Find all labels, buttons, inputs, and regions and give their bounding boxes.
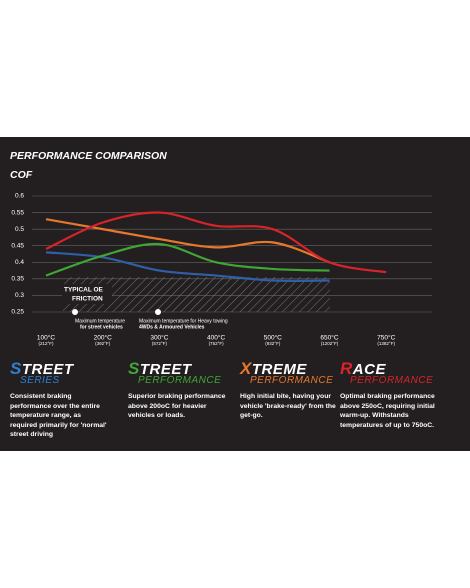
x-tick-sublabel: (1382°F) (377, 341, 395, 346)
product-sub: PERFORMANCE (250, 375, 334, 386)
x-tick-label: 100°C (37, 334, 55, 342)
x-tick-sublabel: (572°F) (152, 341, 168, 346)
y-tick-label: 0.4 (15, 259, 24, 266)
product: STREET PERFORMANCE Superior braking perfor… (128, 359, 228, 421)
series-line (45, 242, 330, 277)
product-sub: PERFORMANCE (350, 375, 434, 386)
x-tick-sublabel: (932°F) (265, 341, 281, 346)
y-axis-label: COF (10, 169, 33, 181)
product-text: High initial bite, having your vehicle '… (240, 393, 336, 419)
note-dot (72, 309, 78, 315)
y-tick-label: 0.25 (11, 309, 24, 316)
product-text: Superior braking performance above 200oC… (128, 393, 226, 419)
friction-label: TYPICAL OE (64, 287, 104, 294)
note: 4WDs & Armoured Vehicles (139, 324, 205, 330)
product: RACE PERFORMANCE Optimal braking performan… (340, 359, 440, 430)
y-tick-label: 0.55 (11, 209, 24, 216)
x-tick-label: 400°C (207, 334, 225, 342)
x-tick-label: 300°C (150, 334, 168, 342)
product-sub: PERFORMANCE (138, 375, 222, 386)
y-tick-label: 0.45 (11, 242, 24, 249)
product: STREET SERIES Consistent braking performan… (10, 359, 110, 440)
product-text: Optimal braking performance above 250oC,… (340, 393, 435, 429)
series-line (45, 218, 330, 264)
product-name: STREET (128, 359, 192, 378)
y-tick-label: 0.6 (15, 193, 24, 200)
x-tick-label: 650°C (320, 334, 338, 342)
product-sub: SERIES (20, 375, 60, 386)
product-name: STREET (10, 359, 74, 378)
x-tick-label: 500°C (264, 334, 282, 342)
x-tick-sublabel: (752°F) (209, 341, 225, 346)
note-dot (155, 309, 161, 315)
x-tick-sublabel: (212°F) (38, 341, 54, 346)
x-tick-label: 200°C (94, 334, 112, 342)
x-tick-sublabel: (1202°F) (321, 341, 339, 346)
product-text: Consistent braking performance over the … (10, 393, 107, 438)
product-name: RACE (340, 359, 386, 378)
y-tick-label: 0.3 (15, 292, 24, 299)
note: Maximum temperature (75, 318, 125, 324)
note: for street vehicles (80, 324, 123, 330)
product-name: XTREME (240, 359, 307, 378)
friction-label-bg (62, 284, 112, 304)
series-line (45, 251, 330, 282)
series-line (45, 211, 387, 274)
product: XTREME PERFORMANCE High initial bite, havi… (240, 359, 340, 421)
y-tick-label: 0.35 (11, 276, 24, 283)
chart-title: PERFORMANCE COMPARISON (10, 150, 167, 162)
x-tick-sublabel: (392°F) (95, 341, 111, 346)
x-tick-label: 750°C (377, 334, 395, 342)
friction-label: FRICTION (72, 296, 103, 303)
y-tick-label: 0.5 (15, 226, 24, 233)
note: Maximum temperature for Heavy towing (139, 318, 228, 324)
